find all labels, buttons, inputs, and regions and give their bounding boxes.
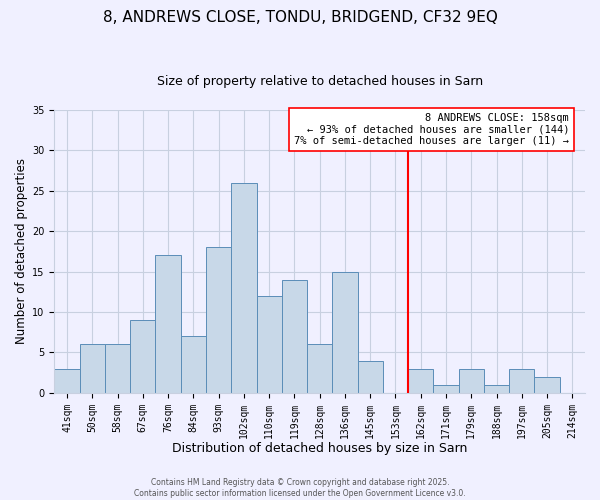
- Bar: [206, 248, 231, 393]
- Bar: [80, 344, 105, 393]
- X-axis label: Distribution of detached houses by size in Sarn: Distribution of detached houses by size …: [172, 442, 467, 455]
- Y-axis label: Number of detached properties: Number of detached properties: [15, 158, 28, 344]
- Text: 8 ANDREWS CLOSE: 158sqm
← 93% of detached houses are smaller (144)
7% of semi-de: 8 ANDREWS CLOSE: 158sqm ← 93% of detache…: [294, 113, 569, 146]
- Bar: [55, 368, 80, 393]
- Bar: [509, 368, 535, 393]
- Title: Size of property relative to detached houses in Sarn: Size of property relative to detached ho…: [157, 75, 483, 88]
- Bar: [130, 320, 155, 393]
- Bar: [433, 385, 458, 393]
- Bar: [257, 296, 282, 393]
- Bar: [535, 376, 560, 393]
- Bar: [231, 182, 257, 393]
- Text: Contains HM Land Registry data © Crown copyright and database right 2025.
Contai: Contains HM Land Registry data © Crown c…: [134, 478, 466, 498]
- Bar: [181, 336, 206, 393]
- Bar: [484, 385, 509, 393]
- Bar: [458, 368, 484, 393]
- Bar: [307, 344, 332, 393]
- Bar: [282, 280, 307, 393]
- Text: 8, ANDREWS CLOSE, TONDU, BRIDGEND, CF32 9EQ: 8, ANDREWS CLOSE, TONDU, BRIDGEND, CF32 …: [103, 10, 497, 25]
- Bar: [408, 368, 433, 393]
- Bar: [155, 256, 181, 393]
- Bar: [332, 272, 358, 393]
- Bar: [105, 344, 130, 393]
- Bar: [358, 360, 383, 393]
